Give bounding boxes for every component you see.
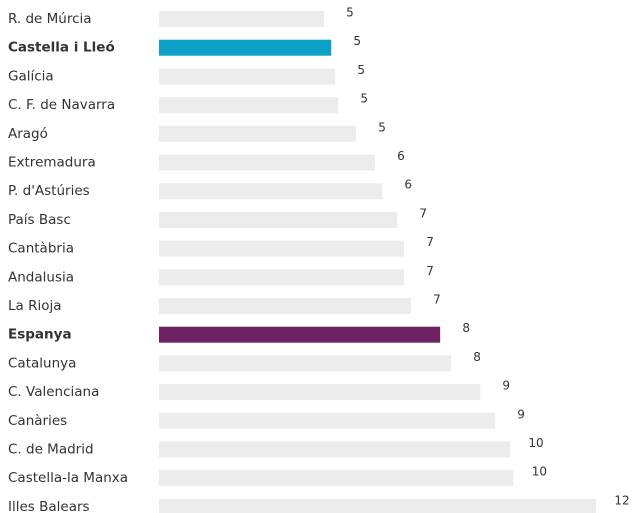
value-label: 7 [433,293,441,307]
value-label: 6 [404,178,412,192]
bar [159,326,441,343]
bar [159,384,481,401]
value-label: 8 [462,321,470,335]
category-label: Castella i Lleó [8,40,115,56]
value-label: 6 [397,149,405,163]
category-label: Catalunya [8,355,76,371]
category-label: Cantàbria [8,241,74,257]
value-label: 9 [517,407,525,421]
value-label: 5 [353,34,361,48]
bar [159,11,324,27]
bar [159,154,375,171]
bar [159,355,452,372]
category-label: R. de Múrcia [8,11,92,27]
category-label: País Basc [8,212,71,228]
value-label: 10 [528,436,543,450]
value-label: 8 [473,350,481,364]
category-label: Castella-la Manxa [8,470,128,486]
bar [159,498,596,513]
bar [159,39,332,56]
category-label: La Rioja [8,298,62,314]
category-label: C. Valenciana [8,384,99,400]
category-label: Galícia [8,68,54,84]
category-label: Espanya [8,327,72,343]
value-label: 7 [426,264,434,278]
value-label: 5 [357,63,365,77]
category-label: P. d'Astúries [8,183,90,199]
bar [159,211,398,228]
bar [159,441,511,458]
value-label: 5 [346,6,354,20]
value-label: 5 [360,92,368,106]
bar [159,97,339,114]
category-label: C. de Madrid [8,442,94,458]
bar [159,269,405,286]
value-label: 5 [378,120,386,134]
bar [159,298,412,314]
category-label: Aragó [8,126,48,142]
value-label: 7 [426,235,434,249]
bar [159,183,383,200]
value-label: 9 [502,379,510,393]
category-label: Andalusia [8,269,74,285]
bar [159,470,514,487]
category-label: Canàries [8,413,67,429]
category-label: Extremadura [8,155,96,171]
value-label: 10 [532,465,547,479]
value-label: 7 [419,206,427,220]
category-label: Illes Balears [8,499,90,513]
bar [159,125,357,142]
category-label: C. F. de Navarra [8,97,115,113]
bar [159,68,336,85]
bar [159,240,405,257]
value-label: 12 [614,493,629,507]
bar [159,412,496,429]
